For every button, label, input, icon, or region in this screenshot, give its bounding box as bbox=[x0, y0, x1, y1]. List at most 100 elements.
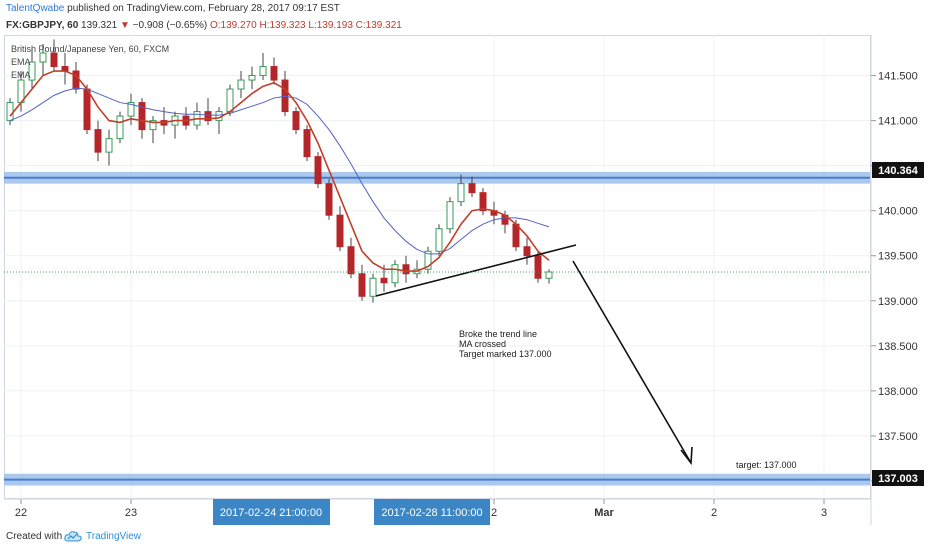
candle[interactable] bbox=[314, 152, 322, 189]
candle[interactable] bbox=[6, 98, 14, 126]
price-label-bg bbox=[872, 470, 924, 486]
candle-body bbox=[424, 250, 432, 270]
candle-body bbox=[303, 129, 311, 158]
candle[interactable] bbox=[127, 93, 135, 126]
change-value: −0.908 (−0.65%) bbox=[132, 20, 208, 31]
candle-body bbox=[391, 264, 399, 284]
symbol-label: FX:GBPJPY, 60 bbox=[6, 20, 79, 31]
tradingview-cloud-icon bbox=[64, 531, 82, 542]
legend-instrument: British Pound/Japanese Yen, 60, FXCM bbox=[11, 44, 169, 54]
last-price: 139.321 bbox=[81, 20, 118, 31]
candle[interactable] bbox=[237, 71, 245, 99]
candle-body bbox=[369, 277, 377, 297]
candle[interactable] bbox=[204, 98, 212, 126]
candle[interactable] bbox=[391, 260, 399, 288]
candle[interactable] bbox=[435, 224, 443, 256]
candle[interactable] bbox=[259, 53, 267, 81]
close-value: C:139.321 bbox=[355, 20, 402, 31]
candle[interactable] bbox=[270, 57, 278, 85]
candle-body bbox=[270, 66, 278, 81]
candle[interactable] bbox=[468, 176, 476, 198]
legend-ema-1: EMA bbox=[11, 57, 31, 67]
drawings[interactable] bbox=[375, 244, 693, 466]
arrow-head-icon bbox=[680, 446, 693, 466]
chart-background bbox=[4, 35, 926, 525]
highlighted-date-1: 2017-02-24 21:00:00 bbox=[220, 507, 322, 519]
y-tick-label: 141.000 bbox=[878, 116, 918, 128]
price-label-target: 137.003 bbox=[872, 470, 924, 486]
high-value: H:139.323 bbox=[259, 20, 306, 31]
price-chart[interactable]: 137.000137.500138.000138.500139.000139.5… bbox=[4, 35, 926, 525]
trend-line[interactable] bbox=[375, 244, 577, 297]
candle[interactable] bbox=[28, 48, 36, 90]
candle[interactable] bbox=[248, 66, 256, 90]
candle[interactable] bbox=[138, 98, 146, 139]
candle-body bbox=[446, 201, 454, 230]
candle[interactable] bbox=[105, 129, 113, 166]
candle-body bbox=[116, 115, 124, 140]
date-highlight-1: 2017-02-24 21:00:00 bbox=[213, 499, 330, 525]
candle[interactable] bbox=[303, 125, 311, 162]
candle[interactable] bbox=[149, 116, 157, 144]
tradingview-brand[interactable]: TradingView bbox=[86, 531, 142, 542]
candle[interactable] bbox=[325, 179, 333, 220]
candle-body bbox=[94, 129, 102, 153]
candle[interactable] bbox=[523, 237, 531, 265]
annotation-text: Broke the trend line MA crossed Target m… bbox=[459, 329, 797, 470]
candle-body bbox=[479, 192, 487, 212]
candle-body bbox=[105, 138, 113, 153]
published-text: published on TradingView.com, February 2… bbox=[67, 3, 340, 14]
candle-body bbox=[149, 120, 157, 131]
author-link[interactable]: TalentQwabe bbox=[6, 3, 65, 14]
candle[interactable] bbox=[424, 246, 432, 274]
low-value: L:139.193 bbox=[308, 20, 353, 31]
candle-body bbox=[435, 228, 443, 252]
candle-body bbox=[523, 246, 531, 257]
x-tick-label: 2 bbox=[491, 507, 497, 519]
y-tick-label: 137.500 bbox=[878, 431, 918, 443]
legend: British Pound/Japanese Yen, 60, FXCM EMA… bbox=[11, 44, 169, 80]
candle[interactable] bbox=[50, 39, 58, 72]
annotation-line-3: Target marked 137.000 bbox=[459, 349, 552, 359]
candle[interactable] bbox=[336, 206, 344, 252]
candle-body bbox=[226, 88, 234, 113]
candle-body bbox=[402, 264, 410, 275]
candle[interactable] bbox=[457, 174, 465, 207]
target-arrow-line[interactable] bbox=[572, 260, 692, 464]
candle[interactable] bbox=[94, 120, 102, 162]
annotation-line-1: Broke the trend line bbox=[459, 329, 537, 339]
chart-area[interactable]: 137.000137.500138.000138.500139.000139.5… bbox=[4, 35, 926, 540]
price-label-bg bbox=[872, 162, 924, 178]
candle[interactable] bbox=[292, 107, 300, 135]
candle-body bbox=[83, 88, 91, 131]
candle[interactable] bbox=[545, 269, 553, 284]
ema-fast-line bbox=[9, 70, 550, 272]
candles[interactable] bbox=[6, 39, 553, 303]
chart-header: TalentQwabe published on TradingView.com… bbox=[0, 0, 932, 40]
ema-slow-line bbox=[9, 87, 550, 255]
candle-body bbox=[204, 111, 212, 122]
candle[interactable] bbox=[446, 197, 454, 234]
y-tick-label: 140.000 bbox=[878, 206, 918, 218]
target-price-text: 137.003 bbox=[878, 473, 918, 485]
ohlc-line: FX:GBPJPY, 60 139.321 ▼ −0.908 (−0.65%) … bbox=[6, 20, 402, 31]
candle-body bbox=[259, 66, 267, 77]
candle[interactable] bbox=[358, 264, 366, 301]
time-axis[interactable]: 22 23 2 Mar 2 3 bbox=[15, 499, 827, 519]
y-tick-label: 138.000 bbox=[878, 386, 918, 398]
candle[interactable] bbox=[347, 237, 355, 279]
candle[interactable] bbox=[534, 251, 542, 283]
x-tick-label: 3 bbox=[821, 507, 827, 519]
date-highlight-bg bbox=[213, 499, 330, 525]
candle-body bbox=[314, 156, 322, 185]
x-tick-label: 23 bbox=[125, 507, 137, 519]
candle[interactable] bbox=[369, 273, 377, 303]
candle[interactable] bbox=[116, 111, 124, 144]
candle-body bbox=[248, 75, 256, 81]
candle[interactable] bbox=[479, 188, 487, 216]
candle[interactable] bbox=[402, 255, 410, 283]
candle[interactable] bbox=[39, 44, 47, 76]
candle-body bbox=[336, 214, 344, 248]
down-arrow-icon: ▼ bbox=[119, 20, 130, 31]
y-tick-label: 139.000 bbox=[878, 296, 918, 308]
